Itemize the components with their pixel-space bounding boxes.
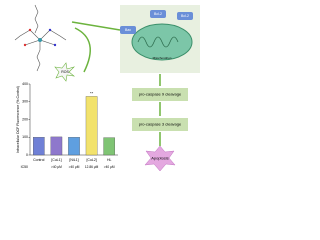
y-axis-label: Intracellular DCF Fluorescence (% Contro…: [16, 86, 20, 153]
annotation: **: [90, 90, 94, 95]
protein-box: [120, 26, 136, 34]
ic50-value: >40 μM: [104, 165, 115, 169]
bar: [103, 137, 115, 156]
step-box: [132, 118, 188, 131]
bar: [50, 136, 63, 156]
y-tick-label: 300: [22, 100, 28, 104]
x-tick-label: HL: [107, 158, 112, 162]
y-tick-label: 100: [22, 135, 28, 139]
y-tick-label: 0: [26, 153, 28, 157]
mitochondrion-label: Mitochondrion: [153, 56, 172, 60]
protein-label: Bcl-2: [154, 12, 162, 16]
step-label: pro-caspase 9 cleavage: [139, 92, 182, 97]
ic50-value: 12.86 μM: [85, 165, 99, 169]
protein-label: Bax: [125, 28, 131, 32]
x-tick-label: Control: [33, 158, 45, 162]
protein-box: [150, 10, 166, 18]
ic50-value: >40 μM: [69, 165, 80, 169]
step-label: pro-caspase 3 cleavage: [139, 122, 182, 127]
ic50-label: IC50: [21, 165, 28, 169]
bar: [85, 96, 98, 156]
molecule: [14, 4, 67, 72]
x-tick-label: [CuL1]: [51, 158, 61, 162]
arrow: [74, 27, 91, 73]
protein-label: Bcl-2: [181, 14, 189, 18]
x-tick-label: [NiL1]: [69, 158, 78, 162]
ros-label: ROS: [61, 70, 69, 74]
arrow: [71, 21, 121, 31]
protein-box: [177, 12, 193, 20]
y-tick-label: 200: [22, 117, 28, 121]
outcome-label: Apoptosis: [151, 156, 169, 161]
x-tick-label: [CuL2]: [86, 158, 96, 162]
graphical-abstract: ROS Mitochondrion Bcl-2 Bax Bcl-2 pro-casp…: [14, 4, 200, 172]
step-box: [132, 88, 188, 101]
y-tick-label: 400: [22, 82, 28, 86]
ros-burst: [54, 62, 76, 82]
cristae: [137, 36, 179, 48]
bar: [33, 137, 45, 156]
outcome-burst: [144, 145, 176, 172]
bar: [68, 137, 80, 156]
ic50-value: >40 μM: [51, 165, 62, 169]
